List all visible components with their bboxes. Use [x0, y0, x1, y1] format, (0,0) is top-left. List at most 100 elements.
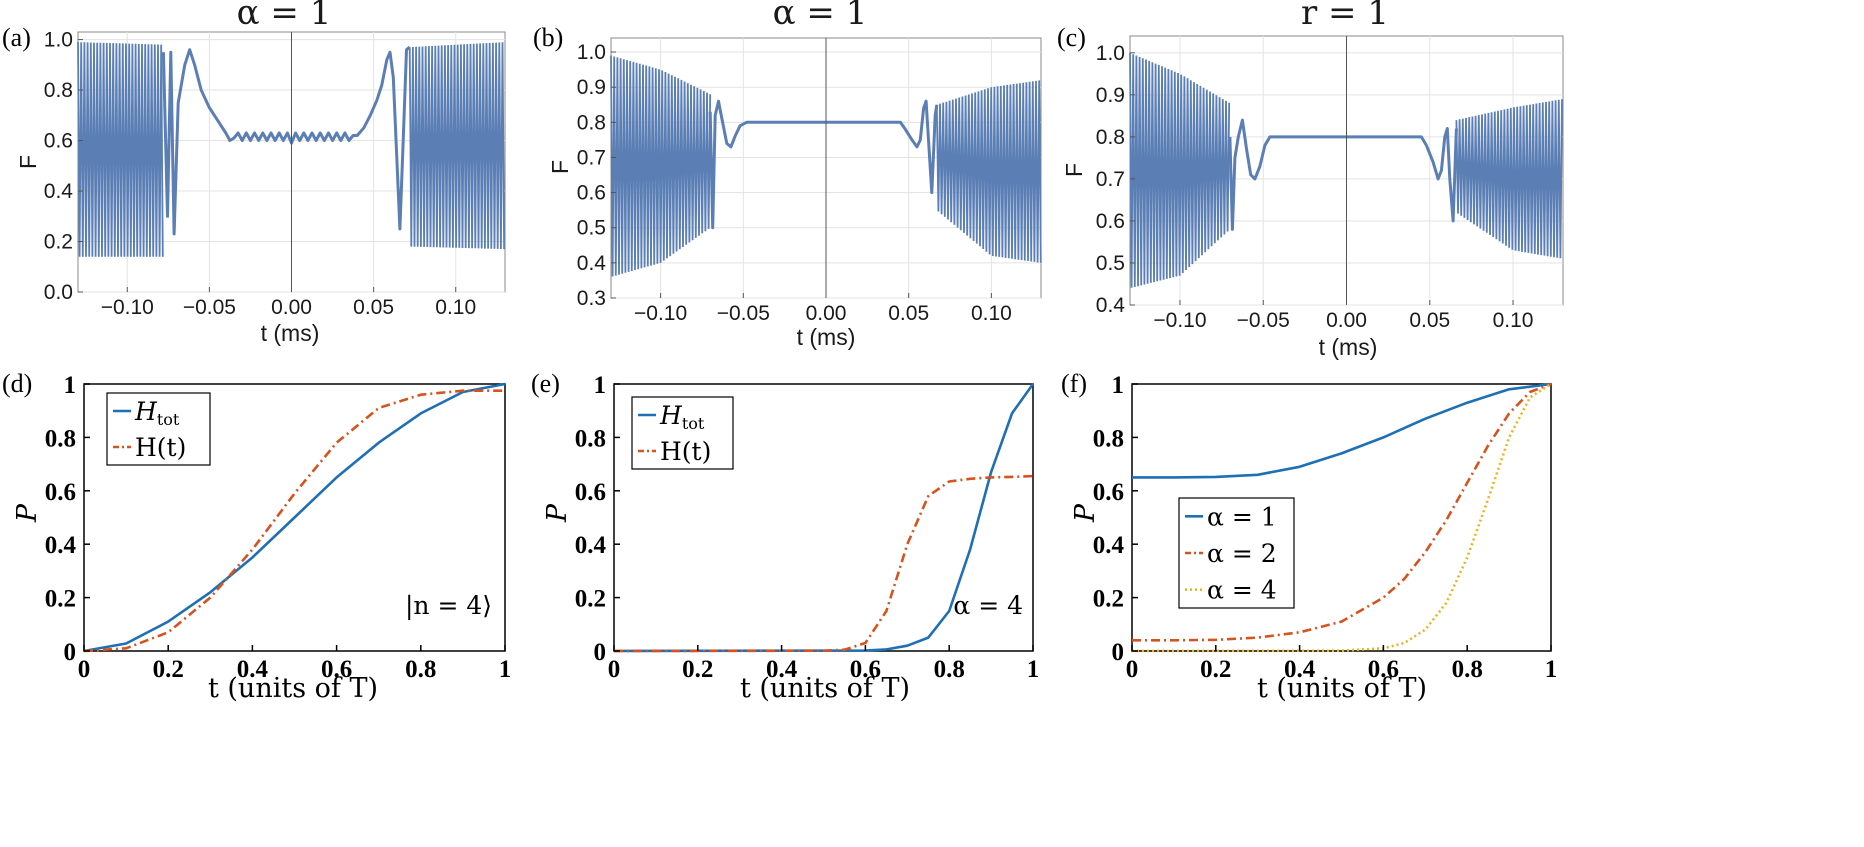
x-tick-label: 0.05 — [1409, 309, 1450, 332]
y-tick-label: 0.9 — [1096, 84, 1125, 107]
series-line-1 — [613, 383, 1035, 653]
panel-c: (c) r = 1 t (ms) F −0.10 −0.05 0.00 0.05 0.1… — [1057, 0, 1564, 360]
x-tick-label: −0.05 — [183, 296, 236, 319]
panel-d-label: (d) — [2, 369, 32, 398]
x-tick-label: 0 — [1126, 656, 1139, 683]
y-tick-label: 0.2 — [44, 231, 73, 254]
y-tick-label: 0.6 — [44, 130, 73, 153]
y-tick-label: 0.4 — [577, 252, 607, 275]
x-tick-label: 0.2 — [1200, 656, 1231, 683]
x-tick-label: 0.4 — [1284, 656, 1316, 683]
x-tick-label: 0.6 — [1368, 656, 1399, 683]
y-tick-label: 0.6 — [577, 182, 606, 205]
y-tick-label: 0.6 — [45, 479, 76, 506]
panel-a-xlabel: t (ms) — [261, 320, 320, 346]
x-tick-label: 0.05 — [353, 296, 394, 319]
legend-box — [631, 396, 734, 470]
y-tick-label: 0.4 — [1096, 294, 1126, 317]
x-tick-label: 0.8 — [405, 656, 436, 683]
y-tick-label: 0.4 — [45, 532, 77, 559]
x-tick-label: −0.10 — [634, 302, 687, 325]
y-tick-label: 0.8 — [1096, 126, 1125, 149]
series-line-3 — [1131, 382, 1552, 653]
x-tick-label: −0.05 — [1237, 309, 1290, 332]
x-tick-label: 0.10 — [435, 296, 476, 319]
panel-e-xlabel: t (units of T) — [740, 673, 910, 704]
x-tick-label: 0.4 — [766, 656, 798, 683]
x-tick-label: 0.10 — [971, 302, 1012, 325]
y-tick-label: 0.7 — [577, 146, 606, 169]
panel-b-ylabel: F — [547, 160, 573, 174]
y-tick-label: 0 — [1112, 639, 1125, 666]
x-tick-label: −0.10 — [101, 296, 154, 319]
y-tick-label: 0.6 — [1093, 479, 1124, 506]
x-tick-label: 0.00 — [271, 296, 312, 319]
y-tick-label: 0.4 — [575, 532, 607, 559]
y-tick-label: 0.5 — [577, 217, 606, 240]
legend-entry: α = 2 — [1207, 539, 1277, 568]
panel-b-title: α = 1 — [773, 0, 868, 33]
legend-box — [106, 392, 211, 466]
x-tick-label: 0.10 — [1493, 309, 1534, 332]
y-tick-label: 0.2 — [45, 586, 76, 613]
series-line-2 — [613, 474, 1034, 653]
y-tick-label: 1 — [64, 372, 77, 399]
x-tick-label: 1 — [1027, 656, 1040, 683]
x-tick-label: 0.00 — [1326, 309, 1367, 332]
x-tick-label: 0.6 — [850, 656, 881, 683]
x-tick-label: 1 — [499, 656, 512, 683]
legend-entry: Htot — [134, 397, 180, 429]
panel-f: (f) t (units of T) P 0 0.2 0.4 0.6 0.8 1 0 0.2 0… — [1061, 369, 1557, 704]
y-tick-label: 1.0 — [577, 41, 606, 64]
oscillation-band-left — [1129, 52, 1231, 288]
panel-f-ylabel: P — [1070, 503, 1101, 523]
panel-e-label: (e) — [531, 369, 560, 398]
y-tick-label: 0.8 — [575, 425, 606, 452]
y-tick-label: 0.5 — [1096, 252, 1125, 275]
oscillation-band-left — [77, 42, 164, 257]
legend: Htot H(t) — [631, 396, 734, 470]
fidelity-curve — [1228, 118, 1458, 231]
x-tick-label: 0.05 — [888, 302, 929, 325]
x-tick-label: 0.2 — [153, 656, 184, 683]
panel-e-plot: 0 0.2 0.4 0.6 0.8 1 0 0.2 0.4 0.6 0.8 1 Htot H(t) α = … — [575, 372, 1040, 683]
panel-annotation: α = 4 — [953, 591, 1023, 620]
panel-annotation: |n = 4⟩ — [405, 591, 492, 621]
y-tick-label: 0 — [594, 639, 607, 666]
panel-c-xlabel: t (ms) — [1319, 334, 1378, 360]
x-tick-label: 0.00 — [806, 302, 847, 325]
legend-entry: H(t) — [135, 433, 186, 462]
x-tick-label: −0.10 — [1153, 309, 1206, 332]
y-tick-label: 0.6 — [1096, 210, 1125, 233]
panel-f-label: (f) — [1061, 369, 1087, 398]
legend: Htot H(t) — [106, 392, 211, 466]
panel-c-title: r = 1 — [1301, 0, 1389, 33]
panel-d-xlabel: t (units of T) — [208, 673, 378, 704]
series-line-1 — [83, 382, 506, 653]
y-tick-label: 1 — [1112, 372, 1125, 399]
y-tick-label: 0.9 — [577, 76, 606, 99]
y-tick-label: 1.0 — [1096, 42, 1125, 65]
oscillation-band-right — [935, 80, 1042, 263]
x-tick-label: 0.2 — [682, 656, 713, 683]
x-tick-label: 0.8 — [934, 656, 965, 683]
panel-b-plot: −0.10 −0.05 0.00 0.05 0.10 0.3 0.4 0.5 0.6 0.7 0.8… — [577, 37, 1042, 325]
legend-entry: H(t) — [660, 437, 711, 466]
y-tick-label: 0 — [64, 639, 77, 666]
panel-c-ylabel: F — [1061, 163, 1087, 177]
y-tick-label: 0.2 — [1093, 586, 1124, 613]
oscillation-band-left — [610, 55, 712, 277]
y-tick-label: 0.8 — [44, 79, 73, 102]
y-tick-label: 1 — [594, 372, 607, 399]
y-tick-label: 0.4 — [1093, 532, 1125, 559]
x-tick-label: 0.8 — [1452, 656, 1483, 683]
y-tick-label: 0.4 — [44, 180, 74, 203]
y-tick-label: 0.8 — [45, 425, 76, 452]
panel-c-label: (c) — [1057, 23, 1086, 52]
x-tick-label: −0.05 — [717, 302, 770, 325]
panel-d-ylabel: P — [12, 503, 43, 523]
y-tick-label: 0.2 — [575, 586, 606, 613]
panel-d-plot: 0 0.2 0.4 0.6 0.8 1 0 0.2 0.4 0.6 0.8 1 Htot H(t) |n =… — [45, 372, 512, 683]
panel-e-ylabel: P — [542, 503, 573, 523]
